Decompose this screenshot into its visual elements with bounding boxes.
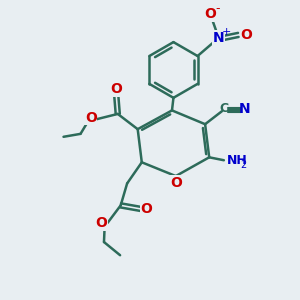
Text: C: C (219, 102, 228, 115)
Text: NH: NH (227, 154, 248, 167)
Text: +: + (222, 27, 232, 37)
Text: O: O (240, 28, 252, 42)
Text: 2: 2 (241, 160, 247, 170)
Text: O: O (85, 111, 97, 125)
Text: N: N (213, 31, 224, 45)
Text: N: N (239, 102, 251, 116)
Text: -: - (215, 2, 220, 15)
Text: O: O (170, 176, 182, 190)
Text: O: O (96, 216, 108, 230)
Text: O: O (204, 8, 216, 21)
Text: O: O (110, 82, 122, 96)
Text: O: O (140, 202, 152, 216)
